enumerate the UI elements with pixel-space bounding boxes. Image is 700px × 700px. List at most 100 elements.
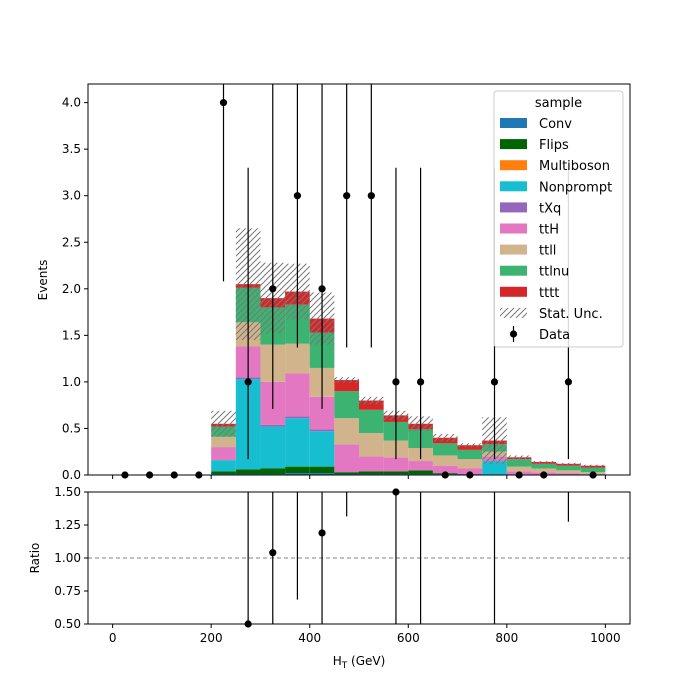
main-y-axis-title: Events [36,260,50,301]
bar-nonprompt [309,431,335,467]
bar-ttll [285,343,310,374]
ratio-point [318,529,326,537]
x-axis-title-main: H [333,654,342,668]
ratio-y-axis-title: Ratio [28,543,42,574]
bar-flips [408,470,433,475]
data-point [343,192,351,200]
ratio-point [269,549,277,557]
legend-box [493,90,624,348]
legend-label: Conv [539,117,572,132]
legend-swatch-multiboson [500,160,527,171]
bar-tttt [334,380,359,392]
bar-flips [309,466,335,474]
main-y-tick-label: 4.0 [62,96,81,110]
main-y-tick-label: 1.0 [62,375,81,389]
bar-flips [383,471,409,475]
main-y-tick-label: 3.5 [62,142,81,156]
bar-flips [334,472,359,475]
bar-tth [408,461,433,471]
legend-swatch-stat-unc [500,307,527,318]
legend-label: ttlnu [539,265,569,280]
legend-label: Data [539,328,570,343]
bar-ttlnu [580,467,606,473]
bar-ttll [211,436,236,448]
ratio-error-bars [247,492,570,624]
stacked-histogram [211,284,606,475]
main-panel: 0.0 0.5 1.0 1.5 2.0 2.5 3.0 3.5 4.0 Events sampl… [36,83,631,482]
data-points [121,84,597,479]
bar-ttlnu [506,459,532,467]
stat-unc-band [432,434,458,442]
bar-conv [309,473,335,475]
bar-ttlnu [531,463,557,469]
bar-tth [556,473,581,475]
bar-ttlnu [334,391,359,419]
bar-txq [285,416,310,419]
bar-ttll [334,418,359,445]
legend-label: ttH [539,223,559,238]
data-point [244,378,252,386]
data-point [367,192,375,200]
data-point [490,378,499,386]
main-x-ticks [112,475,606,479]
stat-unc-band [334,377,359,383]
ratio-x-tick-label: 1000 [590,631,621,645]
legend-title: sample [535,96,582,111]
main-axes-frame [87,83,631,476]
legend: sample Conv Flips Multiboson Nonprompt tXq ttH… [493,90,624,348]
bar-conv [285,473,310,475]
stat-unc-band [211,410,236,437]
ratio-x-tick-label: 0 [109,631,117,645]
ratio-x-tick-label: 800 [495,631,518,645]
ratio-y-tick-label: 1.50 [54,485,81,499]
bar-tttt [359,400,384,410]
legend-label: tXq [539,201,561,216]
ratio-x-tick-label: 400 [298,631,321,645]
stat-unc-band [359,396,384,405]
x-axis-title-unit: (GeV) [347,654,385,668]
bar-flips [260,468,286,475]
data-point [318,285,326,293]
main-y-tick-label: 2.5 [62,235,81,249]
ratio-axes-frame [87,491,631,625]
stat-unc-band [531,461,557,463]
legend-label: Flips [539,138,569,153]
stat-unc-band [556,462,581,465]
bar-ttlnu [359,409,384,434]
ratio-panel: 0.50 0.75 1.00 1.25 1.50 0 200 400 600 800 1000 R… [28,485,631,671]
data-point [392,378,400,386]
bar-txq [260,424,286,427]
bar-tttt [580,465,606,468]
main-y-tick-label: 0.0 [62,468,81,482]
bar-tth [383,457,409,472]
bar-flips [211,471,236,475]
data-point [269,285,277,293]
data-point [293,192,302,200]
bar-ttll [556,470,581,474]
main-y-tick-label: 3.0 [62,189,81,203]
bar-tth [285,373,310,417]
x-axis-title: HT (GeV) [333,654,386,671]
main-y-tick-label: 2.0 [62,282,81,296]
legend-swatch-flips [500,139,527,150]
ratio-x-ticks: 0 200 400 600 800 1000 [109,624,621,645]
x-axis-title-sub: T [341,661,348,671]
legend-data-marker [509,330,518,338]
ratio-y-tick-label: 1.25 [54,518,81,532]
bar-ttlnu [432,443,458,456]
legend-label: Nonprompt [539,180,612,195]
ratio-y-tick-label: 1.00 [54,551,81,565]
data-point [219,99,228,107]
main-y-ticks: 0.0 0.5 1.0 1.5 2.0 2.5 3.0 3.5 4.0 [62,96,88,482]
bar-tth [432,465,458,474]
bar-txq [309,429,335,432]
bar-flips [235,469,261,475]
bar-flips [285,466,310,474]
data-point [416,378,425,386]
legend-swatch-ttlnu [500,265,527,276]
bar-nonprompt [285,418,310,467]
bar-tth [359,456,384,472]
bar-tth [211,447,236,461]
data-point [564,378,573,386]
legend-swatch-nonprompt [500,181,527,192]
